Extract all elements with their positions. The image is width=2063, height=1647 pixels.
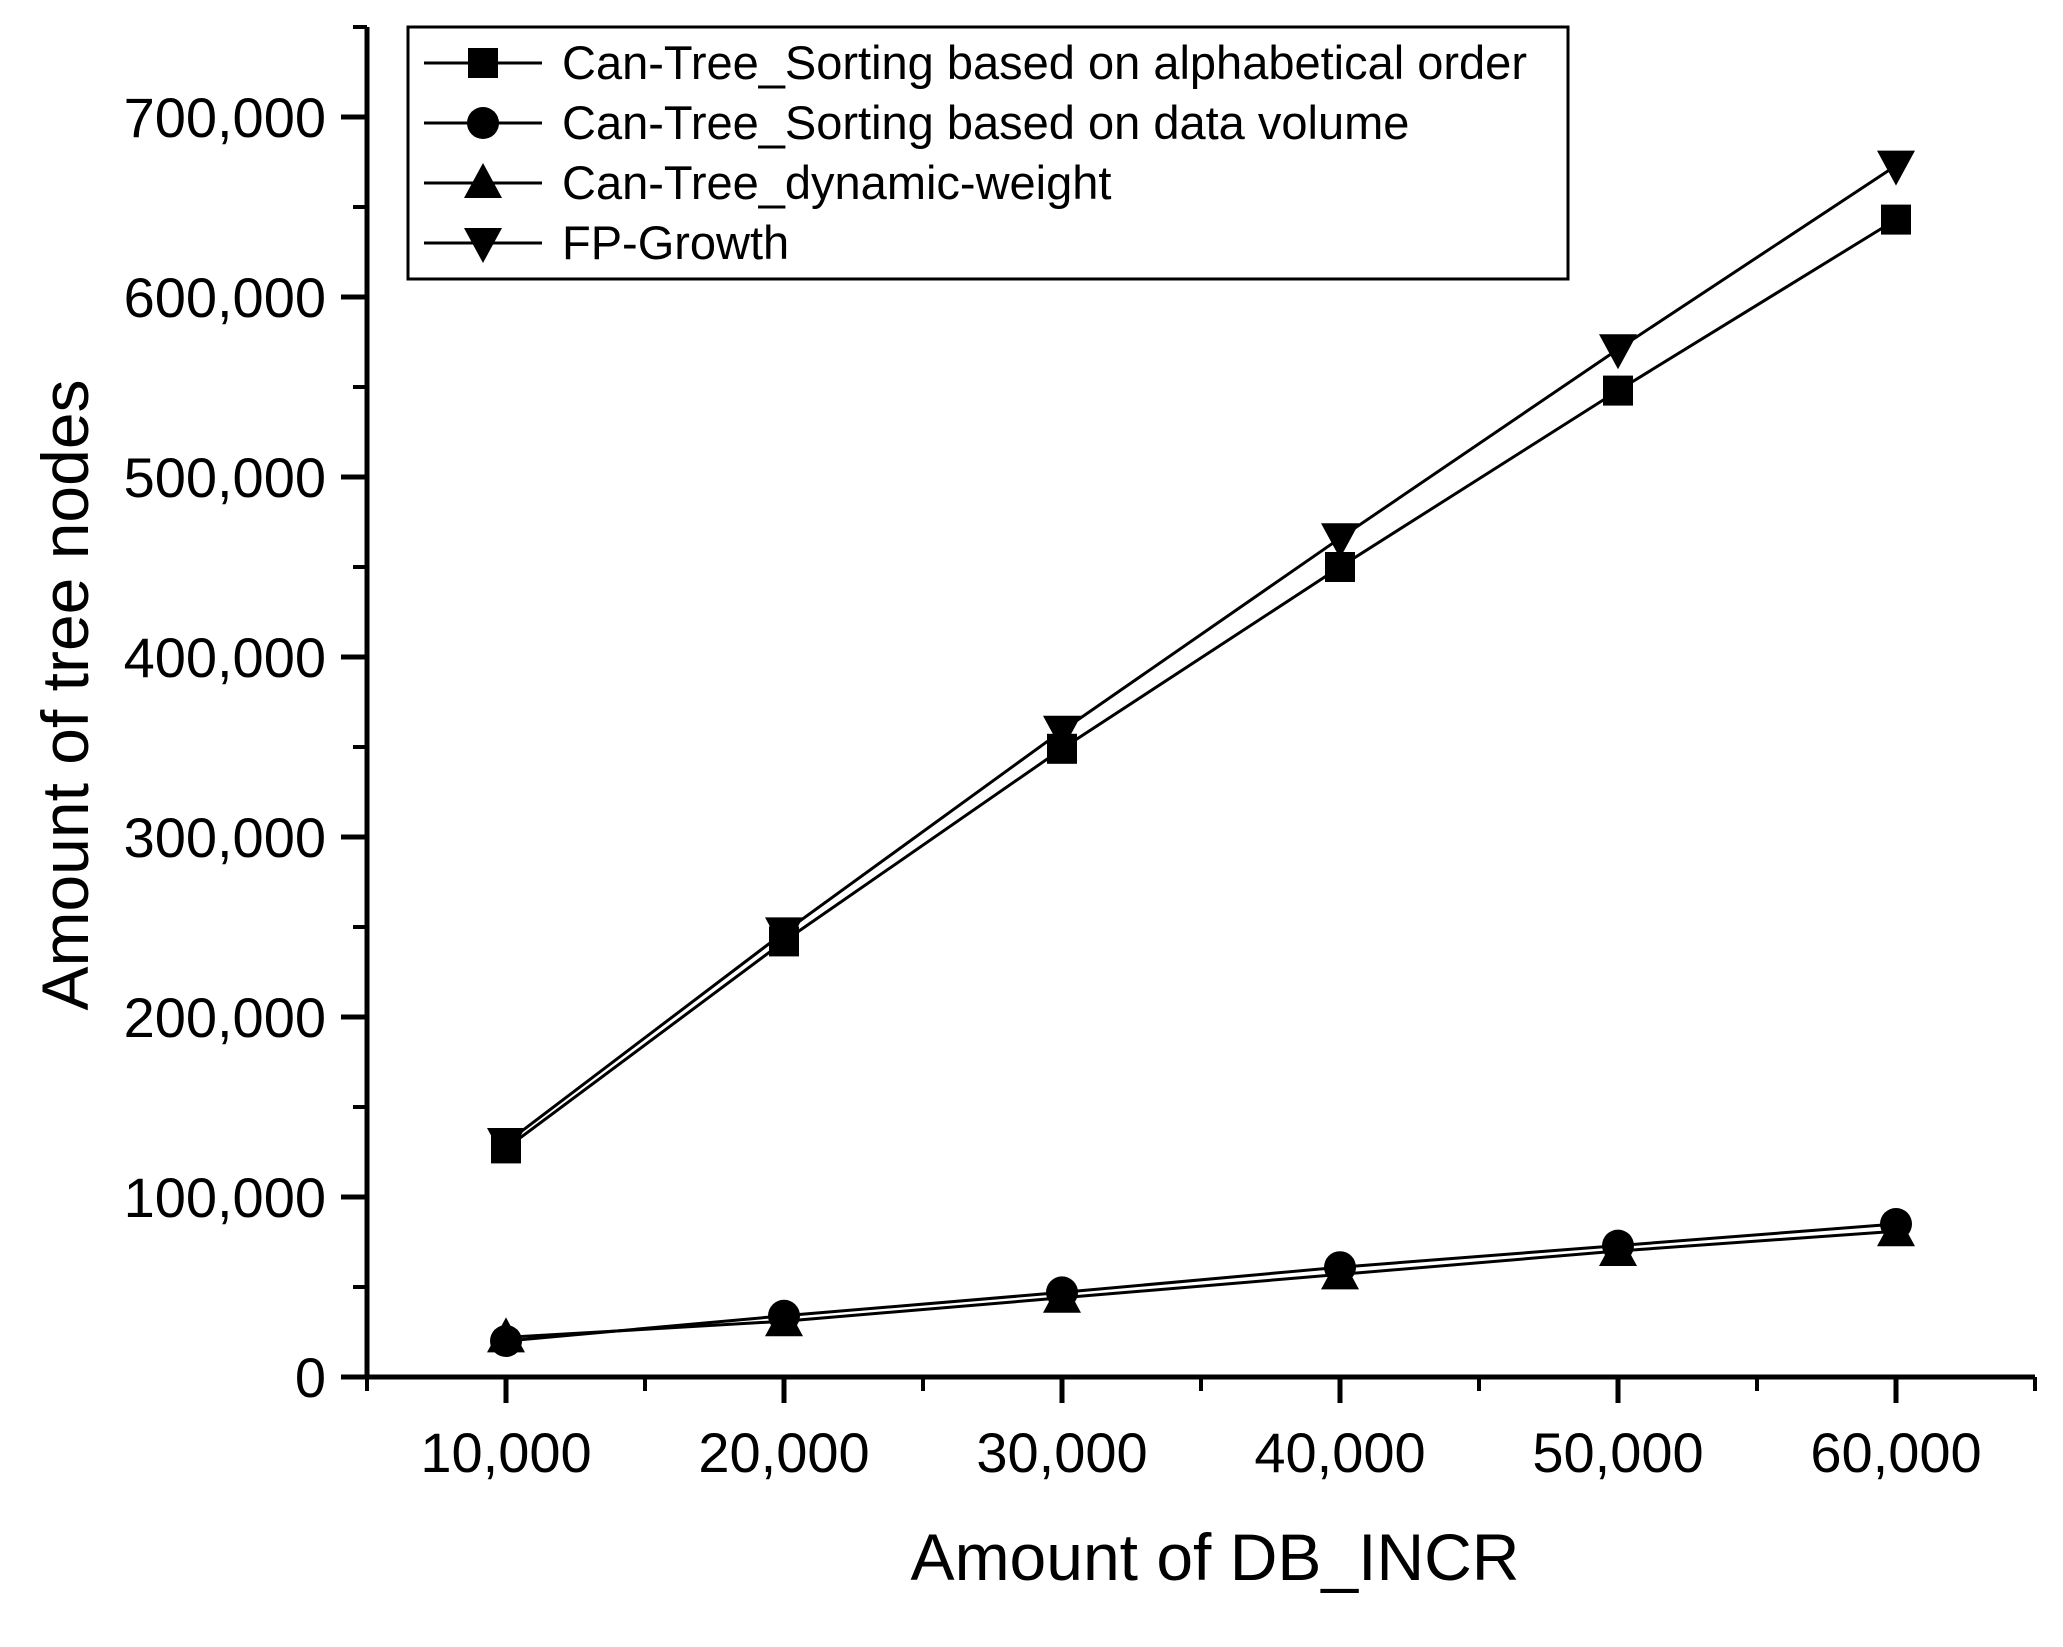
legend: Can-Tree_Sorting based on alphabetical o… [406,25,1570,281]
x-axis-tick-label: 10,000 [420,1421,591,1484]
legend-label: Can-Tree_Sorting based on alphabetical o… [562,36,1527,89]
y-axis-tick-label: 0 [295,1346,326,1409]
triangle-down-marker-icon [1321,523,1359,559]
y-axis-tick-label: 200,000 [124,986,326,1049]
plot-area: 0 100,000 200,000 300,000 400,000 500,000 600,… [124,25,2037,1484]
triangle-down-marker-icon [765,917,803,953]
x-axis-tick-label: 30,000 [976,1421,1147,1484]
legend-item: FP-Growth [424,216,789,269]
series-line [505,1222,1897,1343]
y-axis-title: Amount of tree nodes [28,379,102,1010]
y-axis-tick-label: 500,000 [124,446,326,509]
triangle-up-marker-icon [1599,1231,1637,1266]
triangle-up-marker-icon [464,163,502,198]
legend-item: Can-Tree_Sorting based on data volume [424,96,1409,149]
y-axis-tick-label: 700,000 [124,86,326,149]
legend-item: Can-Tree_dynamic-weight [424,156,1111,209]
series-line [505,218,1897,1150]
legend-label: Can-Tree_Sorting based on data volume [562,96,1409,149]
x-axis-title: Amount of DB_INCR [911,1520,1520,1594]
legend-item: Can-Tree_Sorting based on alphabetical o… [424,36,1527,89]
circle-marker-icon [467,107,499,139]
x-axis-tick-label: 50,000 [1532,1421,1703,1484]
series-triangle-up [487,1211,1915,1353]
triangle-down-marker-icon [464,228,502,263]
legend-label: FP-Growth [562,216,789,269]
triangle-up-marker-icon [1321,1254,1359,1290]
x-axis-tick-label: 60,000 [1810,1421,1981,1484]
y-axis-tick-label: 600,000 [124,266,326,329]
y-axis-tick-label: 100,000 [124,1166,326,1229]
triangle-up-marker-icon [1877,1211,1915,1247]
square-marker-icon [1881,204,1911,235]
triangle-up-marker-icon [765,1301,803,1337]
triangle-down-marker-icon [1877,150,1915,186]
series-line [505,1229,1897,1339]
series-circle [490,1208,1912,1357]
triangle-up-marker-icon [487,1317,525,1353]
square-marker-icon [1603,375,1633,406]
y-axis-tick-label: 400,000 [124,626,326,689]
triangle-up-marker-icon [1043,1277,1081,1313]
square-marker-icon [468,48,498,78]
series-square [491,204,1911,1164]
y-axis-tick-label: 300,000 [124,806,326,869]
x-axis-tick-label: 40,000 [1254,1421,1425,1484]
series-triangle-down [487,150,1915,1163]
triangle-down-marker-icon [1043,715,1081,751]
legend-label: Can-Tree_dynamic-weight [562,156,1111,209]
triangle-down-marker-icon [1599,334,1637,370]
x-axis-tick-label: 20,000 [698,1421,869,1484]
legend-box [406,25,1570,281]
triangle-down-marker-icon [487,1128,525,1163]
series-line [505,164,1897,1145]
